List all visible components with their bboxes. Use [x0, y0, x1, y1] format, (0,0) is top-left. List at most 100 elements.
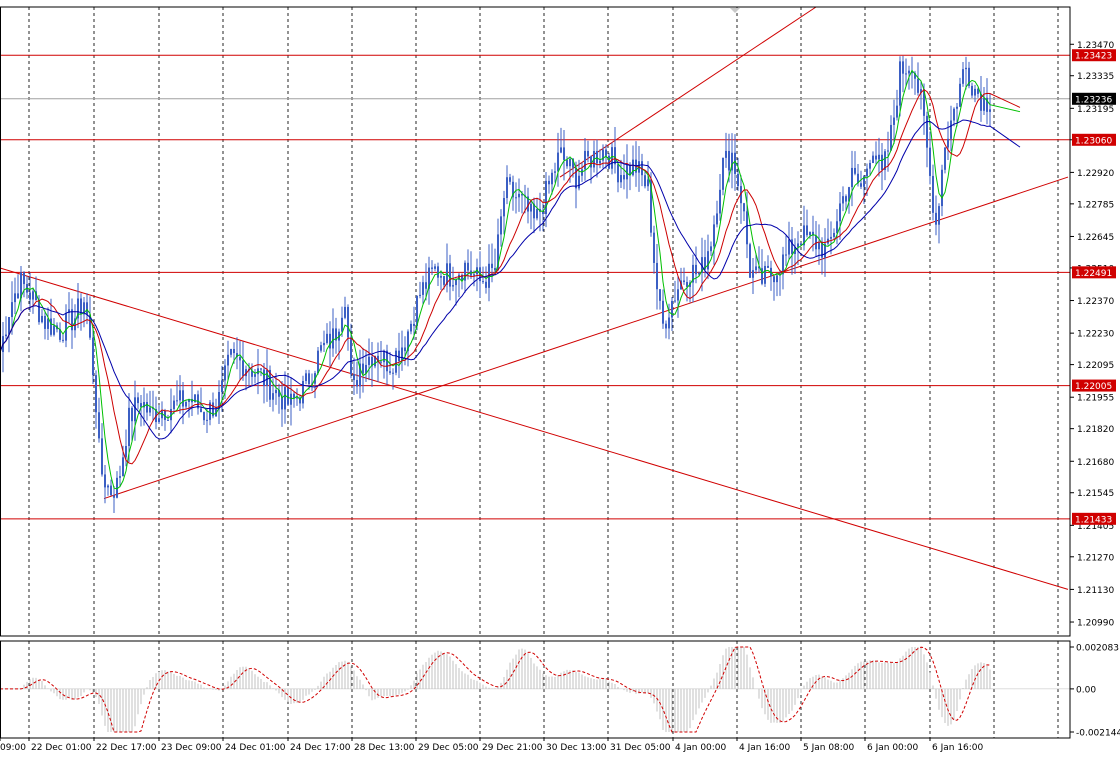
- time-tick-label: 09:00: [0, 743, 26, 753]
- candle-body: [824, 243, 826, 258]
- horizontal-levels[interactable]: [0, 54, 1070, 520]
- candle-body: [893, 117, 895, 125]
- candle-body: [146, 402, 148, 413]
- candle-body: [920, 89, 922, 93]
- candle-body: [452, 285, 454, 287]
- time-tick-label: 22 Dec 17:00: [96, 743, 157, 753]
- candle-body: [884, 151, 886, 170]
- price-tick-label: 1.21270: [1077, 553, 1114, 563]
- candle-body: [608, 155, 610, 169]
- candle-body: [98, 412, 100, 439]
- candle-body: [245, 369, 247, 377]
- candle-body: [80, 298, 82, 315]
- candle-body: [44, 315, 46, 329]
- candle-body: [209, 402, 211, 420]
- price-level-tag: [1072, 266, 1116, 279]
- candle-body: [236, 353, 238, 358]
- candle-body: [203, 412, 205, 421]
- candle-body: [944, 147, 946, 170]
- price-level-tag-label: 1.22005: [1075, 382, 1112, 392]
- time-tick-label: 6 Jan 00:00: [867, 743, 919, 753]
- candle-body: [653, 232, 655, 263]
- candle-body: [887, 150, 889, 152]
- moving-average-line: [0, 69, 1021, 490]
- candle-body: [896, 105, 898, 118]
- candle-body: [347, 306, 349, 338]
- moving-averages: [0, 69, 1021, 490]
- moving-average-line: [0, 119, 1021, 440]
- candle-body: [254, 374, 256, 377]
- candle-body: [377, 355, 379, 362]
- candle-body: [746, 211, 748, 245]
- candle-body: [110, 485, 112, 496]
- candle-body: [299, 397, 301, 404]
- candle-body: [395, 350, 397, 373]
- candle-body: [611, 147, 613, 169]
- candle-body: [791, 239, 793, 254]
- candle-body: [878, 154, 880, 160]
- candle-body: [590, 156, 592, 168]
- candle-body: [776, 275, 778, 283]
- candle-body: [422, 282, 424, 295]
- candle-body: [875, 155, 877, 160]
- candle-body: [251, 370, 253, 377]
- price-level-tag: [1072, 133, 1116, 146]
- price-level-labels: 1.23423 1.23060 1.22491 1.22005 1.21433 1.232…: [1072, 49, 1116, 525]
- time-axis: 09:00 22 Dec 01:00 22 Dec 17:00 23 Dec 09:0…: [0, 738, 984, 753]
- candle-body: [170, 409, 172, 421]
- trendline: [103, 176, 1069, 500]
- candle-body: [806, 225, 808, 236]
- candle-body: [308, 373, 310, 384]
- candle-body: [818, 242, 820, 250]
- trendlines[interactable]: [0, 6, 1069, 590]
- candle-body: [515, 197, 517, 199]
- candle-body: [497, 234, 499, 271]
- candle-body: [578, 175, 580, 189]
- candle-body: [491, 263, 493, 269]
- candle-body: [626, 164, 628, 180]
- current-price-tag-label: 1.23236: [1075, 95, 1112, 105]
- candle-body: [323, 342, 325, 346]
- chart-frame: [0, 6, 1071, 739]
- candle-body: [833, 232, 835, 237]
- candle-body: [404, 347, 406, 352]
- candle-body: [905, 73, 907, 75]
- candle-body: [332, 328, 334, 349]
- candle-body: [212, 402, 214, 417]
- candle-body: [938, 206, 940, 225]
- candle-body: [230, 349, 232, 355]
- candle-body: [722, 157, 724, 190]
- time-tick-label: 30 Dec 13:00: [546, 743, 607, 753]
- candle-body: [881, 154, 883, 170]
- candle-body: [389, 371, 391, 373]
- macd-tick-label: 0.00: [1076, 685, 1096, 695]
- candle-body: [923, 89, 925, 116]
- candle-body: [257, 368, 259, 375]
- candle-body: [563, 147, 565, 160]
- candle-body: [461, 274, 463, 281]
- candle-body: [989, 109, 991, 112]
- candle-body: [542, 211, 544, 215]
- candle-body: [560, 147, 562, 153]
- candle-body: [743, 203, 745, 212]
- candle-body: [872, 155, 874, 163]
- candle-body: [326, 333, 328, 343]
- candle-body: [125, 446, 127, 458]
- candle-body: [5, 334, 7, 337]
- time-tick-label: 29 Dec 21:00: [482, 743, 543, 753]
- trendline: [559, 6, 817, 178]
- candle-body: [431, 267, 433, 269]
- candle-body: [860, 183, 862, 187]
- candle-body: [59, 329, 61, 340]
- candle-body: [443, 276, 445, 285]
- price-tick-label: 1.21545: [1077, 489, 1114, 499]
- candle-body: [218, 392, 220, 410]
- candle-body: [473, 274, 475, 276]
- candle-body: [83, 302, 85, 315]
- candle-body: [260, 368, 262, 370]
- candle-body: [545, 180, 547, 215]
- macd-signal-line: [0, 646, 991, 733]
- candle-body: [119, 476, 121, 478]
